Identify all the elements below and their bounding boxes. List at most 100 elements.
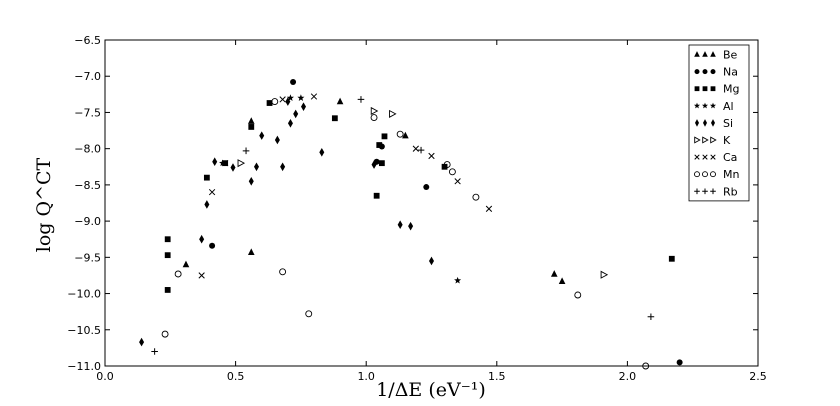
legend-marker-mn — [702, 171, 708, 178]
y-tick-label: −6.5 — [74, 34, 101, 47]
x-tick-label: 2.0 — [619, 370, 637, 383]
x-tick-label: 2.5 — [749, 370, 767, 383]
data-point-mn — [279, 268, 287, 276]
data-point-si — [199, 234, 205, 244]
legend-label-k: K — [723, 134, 731, 147]
legend-marker-ca — [694, 154, 700, 160]
y-axis: −6.5 −7.0 −7.5 −8.0 −8.5 −9.0 −9.5 −10.0 −10.5 −1… — [67, 34, 758, 373]
y-tick-label: −7.0 — [74, 70, 101, 83]
y-tick-label: −10.5 — [67, 324, 101, 337]
legend-marker-rb — [694, 188, 700, 195]
data-point-mg — [164, 287, 171, 293]
legend-marker-mg — [710, 86, 716, 92]
data-point-mg — [378, 160, 385, 167]
data-point-al — [297, 94, 305, 101]
data-point-na — [676, 359, 683, 366]
legend-marker-si — [711, 119, 715, 127]
legend-label-ca: Ca — [723, 151, 737, 164]
x-axis: 0.0 0.5 1.0 1.5 2.0 2.5 — [96, 40, 767, 383]
legend-label-al: Al — [723, 100, 734, 113]
legend-label-rb: Rb — [723, 185, 738, 198]
data-point-mg — [164, 236, 171, 243]
data-point-mg — [248, 124, 255, 130]
data-point-rb — [417, 146, 425, 154]
data-point-k — [389, 109, 397, 118]
data-point-mg — [266, 100, 273, 106]
legend-marker-be — [702, 51, 708, 57]
y-tick-label: −8.5 — [74, 179, 101, 192]
legend-marker-mn — [710, 171, 716, 178]
data-point-si — [429, 256, 434, 266]
data-point-si — [212, 157, 218, 167]
data-point-si — [280, 162, 286, 172]
data-point-be — [247, 117, 255, 124]
legend-marker-k — [710, 136, 717, 144]
data-point-k — [370, 106, 379, 116]
data-point-be — [336, 97, 344, 105]
data-point-si — [301, 102, 307, 111]
data-point-mg — [381, 133, 388, 140]
data-point-si — [259, 131, 265, 140]
y-tick-label: −7.5 — [74, 106, 101, 119]
y-tick-label: −9.5 — [74, 251, 101, 264]
legend-marker-na — [710, 69, 716, 75]
data-point-be — [247, 248, 255, 255]
data-point-mn — [642, 362, 650, 370]
legend-label-be: Be — [723, 49, 738, 62]
legend-marker-ca — [702, 154, 708, 160]
legend-marker-na — [694, 69, 700, 75]
legend-marker-al — [693, 102, 701, 109]
data-point-rb — [242, 147, 250, 155]
data-point-mn — [174, 270, 182, 278]
legend-marker-rb — [702, 188, 708, 195]
legend-marker-al — [709, 102, 717, 109]
data-point-al — [454, 276, 462, 284]
data-point-ca — [221, 160, 229, 167]
data-point-rb — [647, 313, 655, 321]
legend-marker-k — [702, 136, 709, 144]
legend-marker-k — [694, 136, 701, 144]
data-point-mg — [331, 115, 338, 122]
data-point-mn — [443, 161, 451, 169]
data-point-ca — [279, 96, 286, 103]
legend-marker-mn — [694, 171, 700, 178]
data-point-k — [600, 270, 609, 279]
legend: Be Na Mg Al Si K Ca Mn Rb — [688, 44, 750, 202]
y-tick-label: −10.0 — [67, 288, 101, 301]
data-point-mn — [448, 168, 456, 176]
data-point-si — [253, 162, 259, 172]
data-point-be — [402, 131, 409, 139]
data-point-mn — [574, 291, 582, 299]
y-axis-label: log Q^CT — [33, 157, 55, 252]
x-tick-label: 0.5 — [227, 370, 245, 383]
x-tick-label: 1.0 — [357, 370, 375, 383]
x-tick-label: 1.5 — [488, 370, 506, 383]
legend-marker-ca — [710, 154, 716, 160]
data-point-si — [204, 200, 210, 209]
x-tick-label: 0.0 — [96, 370, 114, 383]
data-point-si — [230, 163, 236, 172]
data-point-si — [293, 109, 299, 119]
legend-marker-si — [695, 119, 699, 127]
legend-label-si: Si — [723, 117, 733, 130]
data-point-si — [371, 160, 377, 169]
y-tick-label: −8.0 — [74, 143, 101, 156]
legend-label-mn: Mn — [723, 168, 739, 181]
data-point-al — [219, 159, 227, 167]
data-point-mg — [203, 174, 210, 181]
data-point-si — [397, 220, 403, 230]
data-point-mg — [376, 142, 383, 148]
data-point-be — [558, 277, 566, 284]
x-axis-label: 1/ΔE (eV⁻¹) — [376, 379, 486, 401]
data-point-na — [290, 79, 297, 86]
data-point-mg — [164, 252, 171, 259]
data-point-si — [248, 176, 254, 186]
legend-marker-rb — [710, 188, 716, 195]
data-point-si — [274, 135, 280, 145]
data-point-mn — [370, 114, 378, 121]
data-point-si — [285, 97, 291, 106]
legend-label-mg: Mg — [723, 83, 739, 96]
data-point-si — [287, 119, 293, 128]
data-point-mg — [668, 255, 675, 262]
